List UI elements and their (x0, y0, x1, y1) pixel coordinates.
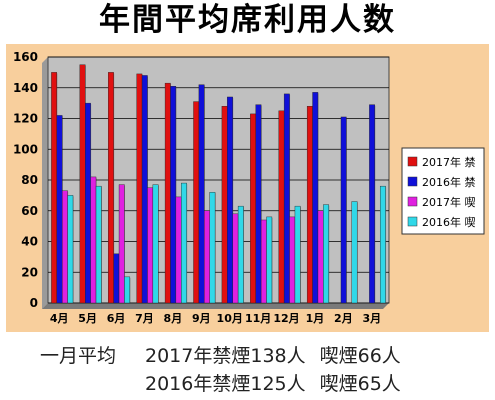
summary-lead: 一月平均 (40, 345, 117, 367)
x-tick-label: 7月 (135, 312, 154, 325)
y-tick-label: 100 (13, 142, 38, 156)
chart-title: 年間平均席利用人数 (99, 2, 396, 38)
bar (323, 204, 329, 304)
y-tick-label: 140 (13, 81, 38, 95)
x-tick-label: 8月 (164, 312, 183, 325)
bar (67, 195, 74, 304)
chart-panel: 0 20 40 60 80 100 120 140 160 4月 5月 6月 7月 8月 9月 10月 11月 1… (6, 44, 489, 332)
bar (260, 219, 267, 304)
x-tick-label: 11月 (245, 312, 271, 325)
x-tick-label: 4月 (50, 312, 69, 325)
bar (266, 216, 273, 304)
bar (193, 101, 200, 304)
bar (62, 190, 68, 304)
summary-2016-nonsmoking: 2016年禁煙125人 (145, 373, 306, 395)
summary-2017-nonsmoking: 2017年禁煙138人 (145, 345, 306, 367)
bar (204, 210, 210, 304)
bar (227, 96, 233, 304)
summary-row-2017: 2017年禁煙138人 喫煙66人 (145, 341, 401, 368)
summary-2016-smoking: 喫煙65人 (319, 373, 401, 395)
bar (79, 64, 86, 304)
x-tick-label: 3月 (362, 312, 381, 325)
bar (108, 72, 114, 304)
bar (198, 84, 205, 304)
bar (90, 176, 97, 304)
x-tick-label: 12月 (273, 312, 299, 325)
bar (379, 185, 386, 304)
bar (181, 182, 187, 304)
bar (124, 276, 131, 304)
bar (317, 210, 324, 304)
bar (56, 115, 63, 304)
y-tick-label: 160 (13, 50, 38, 64)
bar (95, 185, 102, 304)
bar (294, 205, 301, 304)
x-tick-label: 6月 (107, 312, 126, 325)
legend-label: 2017年 喫 (422, 195, 476, 209)
y-tick-label: 80 (21, 173, 38, 187)
bar (289, 216, 296, 304)
x-tick-label: 9月 (192, 312, 211, 325)
y-tick-label: 120 (13, 112, 38, 126)
legend-swatch (407, 156, 418, 167)
x-tick-label: 1月 (306, 312, 325, 325)
x-tick-label: 2月 (334, 312, 353, 325)
bar (306, 106, 313, 304)
bar (85, 102, 91, 304)
bar (340, 116, 347, 304)
bar (118, 184, 125, 304)
bar (141, 75, 148, 304)
y-tick-label: 60 (21, 204, 38, 218)
legend-label: 2016年 禁 (422, 175, 476, 189)
legend-swatch (407, 176, 418, 187)
bar (147, 187, 154, 304)
bar (250, 113, 256, 304)
summary-row-2016: 2016年禁煙125人 喫煙65人 (145, 369, 401, 396)
legend-swatch (407, 196, 418, 207)
x-tick-label: 10月 (217, 312, 243, 325)
bar (209, 192, 216, 304)
bar (283, 93, 290, 304)
bar (278, 110, 285, 304)
bar (164, 82, 171, 304)
bar (113, 253, 120, 304)
plot-side-wall (42, 57, 48, 309)
y-tick-label: 0 (30, 296, 38, 310)
y-tick-label: 20 (21, 265, 38, 279)
bar (51, 72, 58, 304)
bar (369, 104, 375, 304)
bar (351, 201, 358, 304)
summary-2017-smoking: 喫煙66人 (319, 345, 401, 367)
legend-label: 2016年 喫 (422, 215, 476, 229)
y-tick-label: 40 (21, 235, 38, 249)
bar (232, 213, 239, 304)
bar (170, 86, 177, 304)
legend-label: 2017年 禁 (422, 155, 476, 169)
bar (221, 106, 228, 304)
summary-block: 一月平均 2017年禁煙138人 喫煙66人 2016年禁煙125人 喫煙65人 (0, 339, 495, 399)
bar (136, 73, 143, 304)
bar (255, 104, 262, 304)
bar (312, 92, 319, 304)
plot-floor (42, 303, 389, 309)
x-tick-label: 5月 (78, 312, 97, 325)
bar (237, 205, 244, 304)
bar (175, 196, 182, 304)
bar (152, 184, 159, 304)
legend-swatch (407, 216, 418, 227)
